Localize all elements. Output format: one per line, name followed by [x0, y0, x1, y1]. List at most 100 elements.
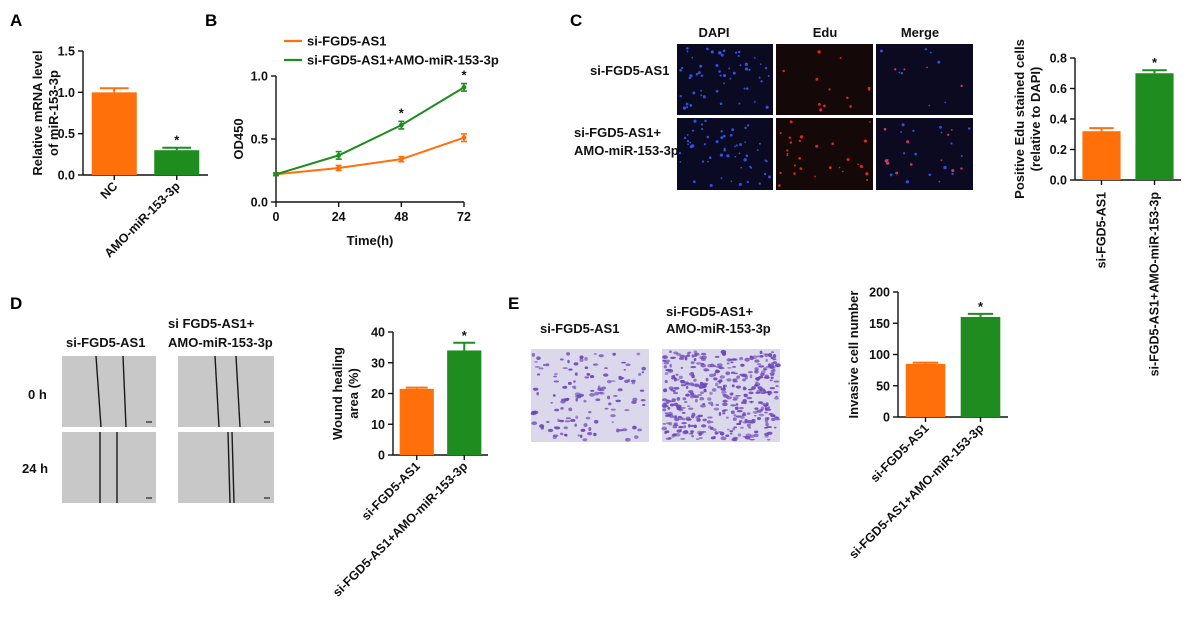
bar [154, 150, 200, 175]
y-tick-label: 1.0 [58, 86, 75, 100]
significance-marker: * [462, 328, 468, 343]
cell-dot [859, 165, 864, 169]
cell-dot [738, 182, 742, 187]
panel-letter-a: A [10, 11, 22, 30]
stained-cell [621, 361, 627, 364]
stained-cell [542, 363, 546, 367]
stained-cell [579, 358, 584, 363]
stained-cell [742, 421, 749, 424]
stained-cell [669, 400, 674, 403]
stained-cell [772, 368, 776, 371]
chart-a-relative-mrna: 0.0 0.5 1.0 1.5 Relative mRNA level of miR-15… [30, 45, 208, 260]
cell-dot [866, 178, 869, 181]
stained-cell [770, 351, 775, 354]
significance-marker: * [978, 299, 984, 314]
stained-cell [758, 413, 765, 417]
cell-dot [720, 53, 724, 57]
stained-cell [698, 437, 703, 439]
cell-dot [700, 94, 703, 97]
stained-cell [775, 418, 781, 421]
cell-dot [779, 171, 782, 175]
stained-cell [588, 426, 592, 431]
stained-cell [725, 371, 731, 376]
cell-dot [798, 156, 801, 160]
stained-cell [599, 389, 605, 392]
stained-cell [672, 389, 676, 393]
cell-dot [828, 88, 831, 91]
cell-dot [831, 142, 835, 146]
row-label-si-fgd5: si-FGD5-AS1 [590, 63, 669, 78]
stained-cell [726, 358, 732, 362]
stained-cell [531, 353, 536, 357]
stained-cell [597, 385, 601, 389]
stained-cell [681, 411, 686, 414]
stained-cell [685, 393, 690, 397]
stained-cell [661, 398, 668, 402]
stained-cell [641, 366, 647, 371]
stained-cell [693, 352, 700, 356]
wound-edge-line [214, 355, 220, 428]
stained-cell [737, 433, 742, 437]
stained-cell [552, 394, 556, 397]
stained-cell [739, 356, 744, 361]
cell-dot [686, 50, 689, 53]
stained-cell [574, 423, 577, 427]
data-point [461, 84, 467, 90]
cell-dot [815, 144, 819, 148]
y-axis-label: Positive Edu stained cells [1012, 39, 1027, 199]
cell-dot [895, 171, 899, 175]
stained-cell [774, 396, 779, 400]
col-header-dapi: DAPI [698, 25, 729, 40]
stained-cell [756, 378, 760, 381]
stained-cell [740, 373, 747, 378]
micrograph-tile [876, 44, 973, 115]
cell-dot [900, 131, 903, 133]
significance-marker: * [174, 133, 180, 148]
stained-cell [703, 388, 707, 393]
stained-cell [760, 406, 765, 411]
invasion-col-header-combo-line2: AMO-miR-153-3p [666, 321, 771, 336]
cell-dot [691, 56, 694, 59]
y-tick-label: 1.5 [58, 45, 75, 59]
stained-cell [680, 437, 685, 440]
stained-cell [672, 425, 678, 429]
stained-cell [711, 388, 717, 392]
stained-cell [720, 436, 727, 441]
stained-cell [722, 399, 728, 403]
stained-cell [732, 378, 738, 381]
stained-cell [664, 359, 671, 363]
y-axis-label: OD450 [231, 118, 246, 159]
cell-dot [912, 129, 915, 132]
stained-cell [595, 398, 601, 402]
cell-dot [688, 76, 691, 80]
stained-cell [706, 420, 712, 424]
stained-cell [732, 396, 739, 400]
stained-cell [744, 375, 748, 380]
cell-dot [905, 180, 910, 184]
cell-dot [715, 140, 719, 144]
stained-cell [769, 379, 773, 382]
stained-cell [729, 432, 733, 435]
stained-cell [772, 358, 777, 361]
data-point [336, 152, 342, 158]
series-line [275, 136, 465, 176]
stained-cell [590, 389, 595, 392]
cell-dot [947, 133, 950, 136]
cell-dot [745, 154, 749, 158]
stained-cell [540, 426, 545, 430]
stained-cell [673, 422, 678, 426]
cell-dot [731, 128, 735, 132]
stained-cell [758, 375, 764, 379]
cell-dot [718, 51, 722, 55]
stained-cell [749, 374, 753, 379]
cell-dot [943, 165, 947, 170]
stained-cell [589, 374, 595, 379]
stained-cell [767, 406, 771, 410]
stained-cell [667, 406, 671, 410]
stained-cell [742, 386, 747, 391]
cell-dot [686, 133, 689, 136]
cell-dot [950, 128, 953, 131]
cell-dot [710, 50, 714, 54]
stained-cell [664, 431, 667, 435]
